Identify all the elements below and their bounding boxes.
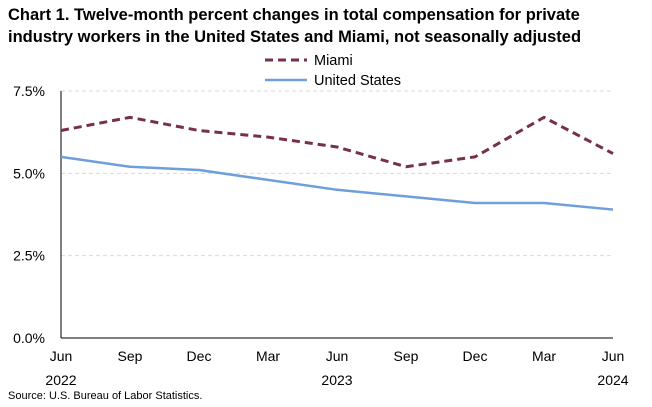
y-tick-label: 7.5% bbox=[13, 83, 45, 99]
x-tick-label: Dec bbox=[463, 348, 488, 364]
x-tick-label: Sep bbox=[394, 348, 419, 364]
x-tick-label: Jun bbox=[602, 348, 625, 364]
x-year-label: 2024 bbox=[597, 372, 628, 388]
x-tick-labels: Jun Sep Dec Mar Jun Sep Dec Mar Jun 2022 2023 2024 bbox=[45, 348, 628, 388]
x-tick-label: Mar bbox=[256, 348, 280, 364]
x-year-label: 2023 bbox=[321, 372, 352, 388]
x-tick-label: Jun bbox=[50, 348, 73, 364]
gridlines bbox=[61, 90, 613, 257]
x-tick-label: Mar bbox=[532, 348, 556, 364]
y-tick-label: 5.0% bbox=[13, 165, 45, 181]
chart-title: Chart 1. Twelve-month percent changes in… bbox=[8, 6, 582, 46]
y-tick-labels: 0.0% 2.5% 5.0% 7.5% bbox=[13, 83, 45, 346]
x-year-label: 2022 bbox=[45, 372, 76, 388]
legend-label: United States bbox=[314, 73, 401, 89]
legend-label: Miami bbox=[314, 53, 353, 69]
x-tick-label: Jun bbox=[326, 348, 349, 364]
x-tick-label: Sep bbox=[118, 348, 143, 364]
legend: Miami United States bbox=[265, 53, 401, 89]
source-note: Source: U.S. Bureau of Labor Statistics. bbox=[8, 390, 203, 402]
y-tick-label: 2.5% bbox=[13, 248, 45, 264]
series-line-miami bbox=[60, 115, 614, 169]
series-line-united-states bbox=[60, 155, 614, 211]
series-lines bbox=[60, 115, 614, 211]
y-tick-label: 0.0% bbox=[13, 330, 45, 346]
axes bbox=[60, 91, 613, 339]
x-tick-label: Dec bbox=[187, 348, 212, 364]
